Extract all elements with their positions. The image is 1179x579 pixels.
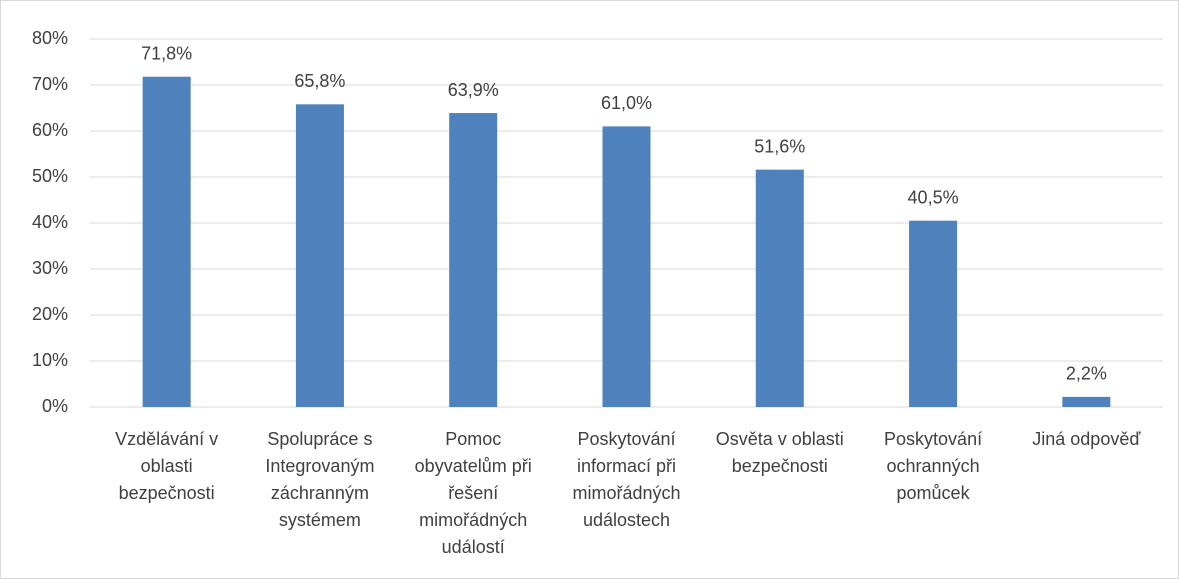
x-tick-label: Osvěta v oblasti bezpečnosti [715, 429, 844, 476]
data-label: 63,9% [448, 80, 499, 100]
y-tick-label: 10% [32, 350, 68, 370]
x-tick-label: Jiná odpověď [1032, 429, 1141, 449]
y-tick-label: 70% [32, 74, 68, 94]
x-tick-label: Poskytování informací při mimořádných ud… [572, 429, 681, 530]
y-tick-label: 60% [32, 120, 68, 140]
bar [449, 113, 498, 407]
x-tick-label: Spolupráce s Integrovaným záchranným sys… [265, 429, 375, 530]
y-tick-label: 30% [32, 258, 68, 278]
bar [909, 220, 958, 407]
y-tick-label: 50% [32, 166, 68, 186]
bar [1062, 396, 1111, 407]
x-tick-label: Vzdělávání v oblasti bezpečnosti [115, 429, 219, 503]
data-label: 71,8% [141, 43, 192, 63]
data-label: 61,0% [601, 93, 652, 113]
bar [755, 169, 804, 407]
y-tick-label: 40% [32, 212, 68, 232]
bar [142, 76, 191, 407]
data-label: 2,2% [1066, 364, 1107, 384]
data-label: 65,8% [294, 71, 345, 91]
y-tick-label: 80% [32, 28, 68, 48]
x-tick-label: Pomoc obyvatelům při řešení mimořádných … [414, 429, 532, 557]
y-tick-label: 0% [42, 396, 68, 416]
x-tick-label: Poskytování ochranných pomůcek [884, 429, 983, 503]
data-label: 40,5% [908, 187, 959, 207]
bar [602, 126, 651, 408]
bar [295, 104, 344, 407]
data-label: 51,6% [754, 136, 805, 156]
y-tick-label: 20% [32, 304, 68, 324]
